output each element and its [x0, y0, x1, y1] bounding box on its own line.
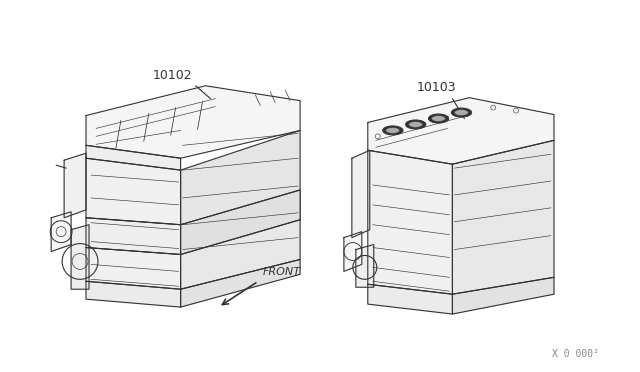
Polygon shape: [352, 150, 370, 238]
Ellipse shape: [406, 120, 426, 129]
Polygon shape: [452, 277, 554, 314]
Polygon shape: [180, 220, 300, 289]
Text: FRONT: FRONT: [262, 267, 300, 277]
Ellipse shape: [454, 110, 468, 116]
Ellipse shape: [451, 108, 471, 117]
Ellipse shape: [429, 114, 449, 123]
Polygon shape: [368, 284, 452, 314]
Polygon shape: [86, 145, 180, 170]
Text: 10102: 10102: [153, 69, 193, 82]
Polygon shape: [71, 225, 89, 289]
Polygon shape: [180, 190, 300, 254]
Polygon shape: [368, 98, 554, 164]
Ellipse shape: [383, 126, 403, 135]
Polygon shape: [86, 86, 300, 158]
Polygon shape: [356, 244, 374, 287]
Text: 10103: 10103: [417, 81, 456, 94]
Polygon shape: [51, 212, 71, 251]
Polygon shape: [368, 150, 452, 294]
Ellipse shape: [386, 128, 399, 134]
Polygon shape: [344, 232, 362, 271]
Polygon shape: [86, 247, 180, 289]
Ellipse shape: [408, 122, 422, 128]
Polygon shape: [180, 259, 300, 307]
Polygon shape: [452, 140, 554, 294]
Polygon shape: [86, 218, 180, 254]
Polygon shape: [180, 131, 300, 225]
Ellipse shape: [431, 116, 445, 122]
Polygon shape: [86, 281, 180, 307]
Text: X 0 000²: X 0 000²: [552, 349, 599, 359]
Polygon shape: [86, 158, 180, 225]
Polygon shape: [64, 153, 86, 218]
